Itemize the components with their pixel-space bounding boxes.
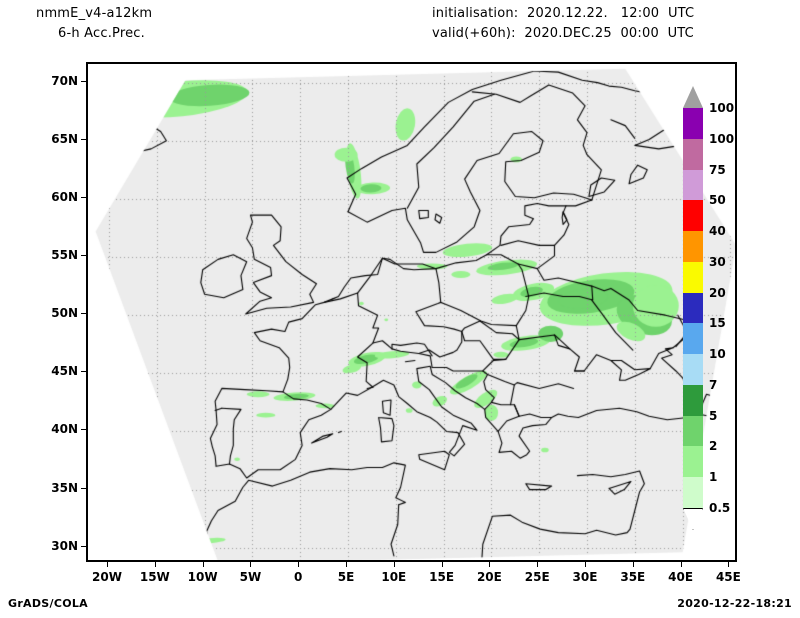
lon-tick <box>250 562 252 567</box>
colorbar-swatch <box>683 354 703 385</box>
colorbar-swatch <box>683 323 703 355</box>
lon-tick <box>346 562 348 567</box>
colorbar-tick-label: 2 <box>709 439 718 454</box>
timestamp-label: 2020-12-22-18:21 <box>677 597 792 610</box>
lon-tick-label: 0 <box>294 570 303 584</box>
colorbar-swatch <box>683 169 703 201</box>
lon-tick <box>728 562 730 567</box>
colorbar-swatch <box>683 477 703 508</box>
lat-tick <box>81 545 86 547</box>
colorbar-tick-label: 30 <box>709 254 726 269</box>
lon-tick-label: 5W <box>239 570 262 584</box>
map-plot-area <box>86 62 737 562</box>
colorbar-tick-label: 75 <box>709 162 726 177</box>
lon-tick <box>393 562 395 567</box>
lat-tick-label: 30N <box>51 538 78 553</box>
colorbar-swatch <box>683 138 703 170</box>
lon-tick-label: 45E <box>715 570 741 584</box>
lon-tick <box>680 562 682 567</box>
colorbar-tick-label: 0.5 <box>709 501 731 515</box>
lat-tick-label: 45N <box>51 364 78 379</box>
colorbar-swatch <box>683 231 703 262</box>
model-name-label: nmmE_v4-a12km <box>36 6 153 21</box>
lat-tick <box>81 255 86 257</box>
colorbar-swatch <box>683 292 703 324</box>
lon-tick <box>537 562 539 567</box>
lon-tick-label: 10E <box>381 570 407 584</box>
lon-tick <box>489 562 491 567</box>
lon-tick <box>585 562 586 567</box>
colorbar: 0.5 1 2 5 7 10 15 20 30 40 50 75 100 100 <box>683 86 739 544</box>
colorbar-tick-label: 50 <box>709 193 726 208</box>
colorbar-tick-label: 100 <box>709 131 735 146</box>
lat-tick-label: 60N <box>51 189 78 204</box>
lon-tick-label: 30E <box>572 570 598 584</box>
colorbar-swatch <box>683 200 703 232</box>
colorbar-tick-label: 100 <box>709 101 735 115</box>
colorbar-swatch <box>683 108 703 139</box>
lat-tick <box>81 313 86 315</box>
valid-time-label: valid(+60h): 2020.DEC.25 00:00 UTC <box>432 26 694 41</box>
lat-tick <box>81 371 86 373</box>
lat-tick-label: 40N <box>51 422 78 437</box>
attribution-label: GrADS/COLA <box>8 597 88 610</box>
lon-tick-label: 20E <box>476 570 502 584</box>
colorbar-tick-label: 10 <box>709 347 726 362</box>
lon-tick-label: 25E <box>524 570 550 584</box>
colorbar-overflow-arrow <box>683 86 703 108</box>
colorbar-swatch <box>683 261 703 293</box>
colorbar-underflow-arrow <box>683 508 703 530</box>
lon-tick-label: 10W <box>187 570 218 584</box>
lat-tick-label: 35N <box>51 480 78 495</box>
map-frame <box>86 62 737 562</box>
precipitation-map <box>88 64 735 560</box>
colorbar-swatch <box>683 446 703 478</box>
lon-tick-label: 5E <box>337 570 355 584</box>
lat-tick-label: 50N <box>51 306 78 321</box>
lon-tick <box>202 562 204 567</box>
lat-tick <box>81 138 86 140</box>
lon-tick <box>441 562 443 567</box>
colorbar-tick-label: 1 <box>709 470 718 485</box>
colorbar-swatch <box>683 384 703 416</box>
colorbar-tick-label: 15 <box>709 316 726 331</box>
field-name-label: 6-h Acc.Prec. <box>58 26 145 41</box>
lat-tick <box>81 196 86 198</box>
colorbar-tick-label: 7 <box>709 377 718 392</box>
lon-tick <box>632 562 634 567</box>
lat-tick <box>81 80 86 82</box>
lat-tick-label: 55N <box>51 248 78 263</box>
lon-tick-label: 40E <box>668 570 694 584</box>
lat-tick-label: 65N <box>51 131 78 146</box>
lon-tick-label: 35E <box>620 570 646 584</box>
lat-tick <box>81 487 86 489</box>
colorbar-tick-label: 40 <box>709 224 726 239</box>
colorbar-swatch <box>683 415 703 447</box>
lon-tick-label: 20W <box>92 570 122 584</box>
colorbar-tick-label: 20 <box>709 285 726 300</box>
lon-tick <box>298 562 300 567</box>
lon-tick-label: 15E <box>429 570 455 584</box>
lon-tick <box>107 562 109 567</box>
lat-tick <box>81 429 86 431</box>
lon-tick-label: 15W <box>139 570 170 584</box>
lat-tick-label: 70N <box>51 73 78 88</box>
initialisation-label: initialisation: 2020.12.22. 12:00 UTC <box>432 6 695 21</box>
colorbar-tick-label: 5 <box>709 408 718 423</box>
lon-tick <box>154 562 156 567</box>
